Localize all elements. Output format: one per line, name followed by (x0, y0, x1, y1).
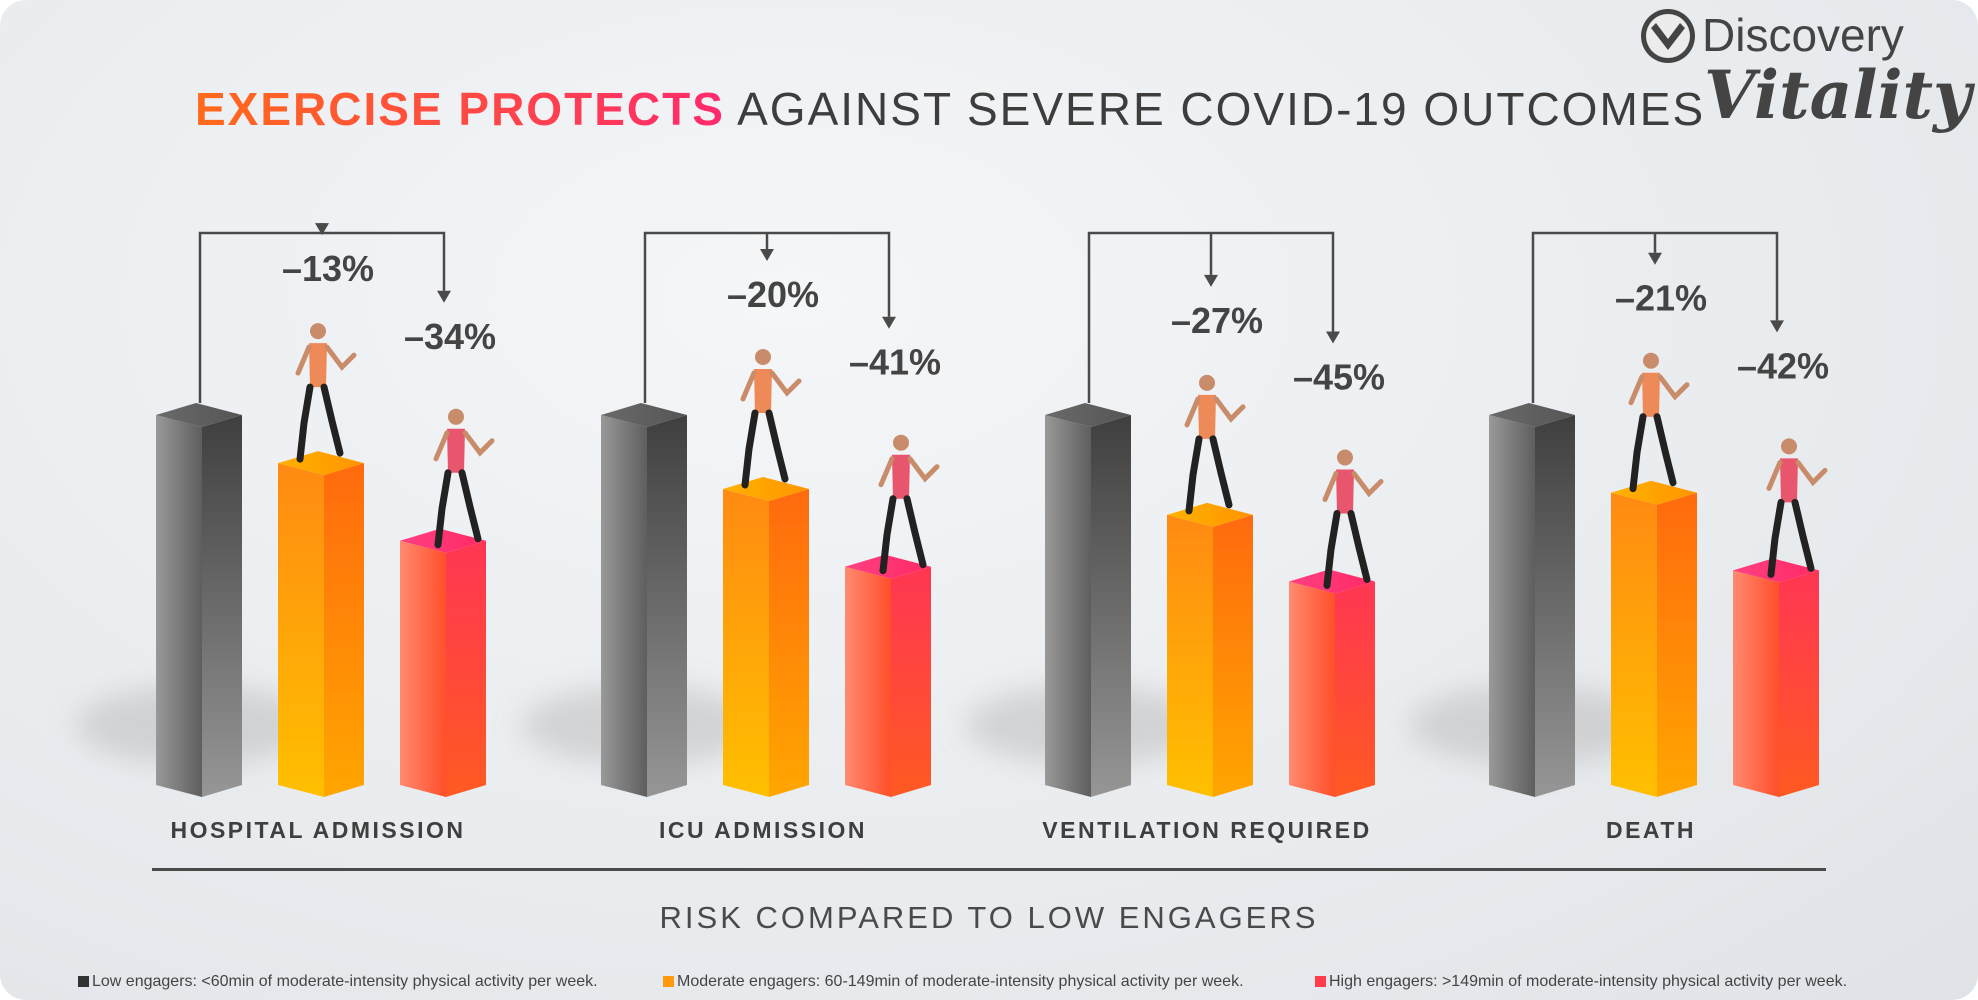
walker-figure (295, 323, 357, 463)
discovery-shield-icon (1641, 9, 1695, 63)
category-group-4: –21% –42% DEATH (1409, 231, 1829, 843)
comparison-bracket (1531, 231, 1779, 403)
high-change-label: –34% (404, 316, 496, 357)
category-group-2: –20% –41% ICU ADMISSION (521, 231, 941, 843)
arrow-icon (1204, 274, 1218, 287)
legend-label-moderate: Moderate engagers: 60-149min of moderate… (677, 973, 1244, 990)
legend-swatch-high (1315, 976, 1326, 987)
arrow-icon (315, 223, 329, 236)
axis-line (152, 868, 1826, 871)
bar-moderate (1611, 480, 1697, 797)
arrow-icon (1326, 331, 1340, 344)
walker-figure (740, 349, 802, 489)
runner-figure (433, 408, 495, 549)
legend-swatch-moderate (663, 976, 674, 987)
category-label: HOSPITAL ADMISSION (170, 817, 465, 843)
bar-high (845, 554, 931, 797)
runner-figure (878, 434, 940, 575)
bar-moderate (723, 477, 809, 797)
comparison-bracket (1087, 231, 1335, 403)
comparison-bracket (643, 231, 891, 403)
brand-sub: Vitality (1704, 56, 1972, 134)
runner-figure (1766, 438, 1828, 578)
moderate-change-label: –27% (1171, 300, 1263, 341)
walker-figure (1184, 374, 1246, 515)
bar-high (1289, 569, 1375, 797)
legend-item-moderate: Moderate engagers: 60-149min of moderate… (663, 973, 1244, 991)
walker-figure (1628, 352, 1690, 493)
bar-moderate (278, 451, 364, 797)
category-label: ICU ADMISSION (659, 817, 867, 843)
legend-label-low: Low engagers: <60min of moderate-intensi… (92, 973, 598, 990)
moderate-change-label: –20% (727, 274, 819, 315)
category-label: DEATH (1606, 817, 1696, 843)
title-highlight: EXERCISE PROTECTS (195, 83, 725, 135)
arrow-icon (882, 316, 896, 329)
bar-moderate (1167, 502, 1253, 797)
bar-low (601, 403, 687, 797)
bar-chart: –13% –34% HOSPITAL ADMISSION –20% –41% ICU AD… (76, 223, 1829, 843)
arrow-icon (760, 249, 774, 261)
bar-high (1733, 558, 1819, 797)
category-label: VENTILATION REQUIRED (1042, 817, 1371, 843)
title-rest: AGAINST SEVERE COVID-19 OUTCOMES (737, 83, 1706, 135)
legend-label-high: High engagers: >149min of moderate-inten… (1329, 973, 1848, 990)
bar-low (156, 403, 242, 797)
bar-high (400, 528, 486, 797)
legend-swatch-low (78, 976, 89, 987)
brand-name: Discovery (1702, 9, 1904, 61)
high-change-label: –42% (1737, 345, 1829, 386)
legend-item-low: Low engagers: <60min of moderate-intensi… (78, 973, 598, 991)
bar-low (1045, 403, 1131, 797)
arrow-icon (437, 290, 451, 303)
runner-figure (1322, 449, 1384, 589)
high-change-label: –45% (1293, 357, 1385, 398)
category-group-3: –27% –45% VENTILATION REQUIRED (965, 231, 1385, 843)
arrow-icon (1770, 320, 1784, 333)
bar-low (1489, 403, 1575, 797)
axis-title: RISK COMPARED TO LOW ENGAGERS (659, 900, 1319, 935)
brand-logo: Discovery Vitality (1636, 2, 1971, 152)
arrow-icon (1648, 252, 1662, 265)
high-change-label: –41% (849, 342, 941, 383)
category-group-1: –13% –34% HOSPITAL ADMISSION (76, 223, 496, 843)
page-title: EXERCISE PROTECTS AGAINST SEVERE COVID-1… (195, 82, 1705, 136)
moderate-change-label: –13% (282, 248, 374, 289)
legend-item-high: High engagers: >149min of moderate-inten… (1315, 973, 1847, 991)
moderate-change-label: –21% (1615, 278, 1707, 319)
